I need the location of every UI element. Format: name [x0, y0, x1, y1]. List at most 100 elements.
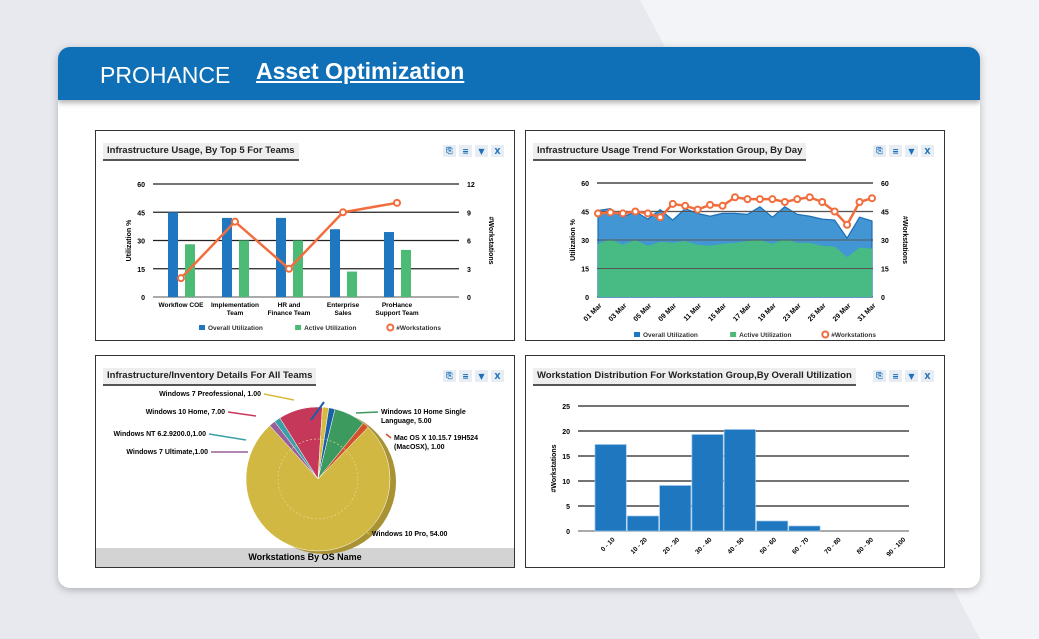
x-tick-label: 80 - 90 [856, 536, 876, 556]
filter-button[interactable]: ▼ [905, 370, 918, 382]
pie-label: Windows 10 Home Single [381, 409, 466, 416]
filter-icon: ▼ [908, 371, 915, 381]
close-button[interactable]: X [921, 145, 934, 157]
pie-label: Windows 10 Pro, 54.00 [372, 531, 448, 538]
legend-swatch [199, 325, 205, 330]
bar-overall [222, 217, 232, 297]
x-tick-label: ProHance [382, 302, 413, 309]
point-workstations [805, 193, 814, 202]
close-button[interactable]: X [491, 145, 504, 157]
bar-active [293, 240, 303, 297]
x-tick-label: 03 Mar [608, 302, 629, 323]
x-tick-label: 19 Mar [757, 302, 778, 323]
x-tick-label: 23 Mar [782, 302, 803, 323]
y-axis-label: Utilization % [570, 218, 577, 260]
y2-tick-label: 30 [881, 238, 889, 245]
x-tick-label: Sales [335, 310, 352, 317]
y-tick-label: 30 [581, 238, 589, 245]
panel-title: Infrastructure Usage, By Top 5 For Teams [103, 143, 299, 161]
filter-icon: ▼ [478, 146, 485, 156]
menu-button[interactable]: ≡ [459, 145, 472, 157]
export-button[interactable]: ⎘ [443, 145, 456, 157]
x-tick-label: Team [227, 310, 244, 317]
histogram-bar [626, 515, 659, 532]
pie-label: Windows 7 Preofessional, 1.00 [159, 391, 261, 398]
export-icon: ⎘ [876, 146, 883, 155]
export-button[interactable]: ⎘ [443, 370, 456, 382]
x-tick-label: HR and [278, 302, 301, 309]
x-tick-label: 17 Mar [732, 302, 753, 323]
close-button[interactable]: X [491, 370, 504, 382]
legend-label: #Workstations [396, 325, 441, 332]
point-workstations [755, 195, 764, 204]
point-workstations [868, 194, 876, 203]
pie-slice [317, 406, 330, 480]
bar-overall [330, 229, 340, 297]
histogram-bar [659, 485, 692, 532]
close-icon: X [924, 371, 931, 381]
x-tick-label: 0 - 10 [600, 536, 617, 553]
close-icon: X [924, 146, 931, 156]
point-workstations [339, 208, 347, 217]
pie-slice [245, 425, 391, 552]
y-tick-label: 5 [566, 504, 570, 511]
y2-tick-label: 9 [467, 210, 471, 217]
point-workstations [768, 195, 777, 204]
menu-button[interactable]: ≡ [459, 370, 472, 382]
point-workstations [643, 209, 652, 218]
x-tick-label: 60 - 70 [791, 536, 811, 556]
menu-button[interactable]: ≡ [889, 370, 902, 382]
bar-overall [384, 232, 394, 297]
y2-axis-label: #Workstations [487, 216, 494, 264]
point-workstations [718, 201, 727, 210]
menu-icon: ≡ [462, 371, 469, 381]
point-workstations [843, 220, 852, 229]
chart: 0 15 30 45 60 0 15 30 45 60 Utilization % #Workstat… [570, 181, 908, 339]
filter-button[interactable]: ▼ [475, 370, 488, 382]
y-tick-label: 15 [581, 267, 589, 274]
filter-button[interactable]: ▼ [905, 145, 918, 157]
pie-inner-ring [277, 438, 359, 520]
leader-line [263, 393, 295, 401]
menu-button[interactable]: ≡ [889, 145, 902, 157]
histogram-bar [594, 444, 627, 532]
point-workstations [668, 199, 677, 208]
bar-active [239, 240, 249, 297]
histogram-bar [723, 429, 756, 532]
point-workstations [706, 200, 715, 209]
y2-tick-label: 0 [881, 295, 885, 302]
x-tick-label: 01 Mar [583, 302, 604, 323]
point-workstations [693, 205, 702, 214]
point-workstations [231, 217, 239, 226]
x-tick-label: 10 - 20 [630, 536, 650, 556]
panel-title: Infrastructure/Inventory Details For All… [103, 368, 317, 386]
export-icon: ⎘ [446, 146, 453, 155]
close-icon: X [494, 371, 501, 381]
bar-overall [276, 217, 286, 297]
histogram-bar [691, 434, 724, 532]
y-tick-label: 20 [562, 429, 570, 436]
app-header: PROHANCE Asset Optimization [58, 47, 980, 100]
point-workstations [393, 198, 401, 207]
chart: Windows 10 Home Single Language, 5.00 Mac … [113, 391, 478, 554]
chart: 0 5 10 15 20 25 #Workstations 0 - 10 10 - 20 20 -… [551, 404, 909, 558]
export-button[interactable]: ⎘ [873, 370, 886, 382]
y-tick-label: 45 [137, 210, 145, 217]
point-workstations [177, 274, 185, 283]
y-tick-label: 0 [566, 529, 570, 536]
point-workstations [855, 198, 864, 206]
legend-label: Active Utilization [739, 332, 791, 339]
filter-button[interactable]: ▼ [475, 145, 488, 157]
panel-title: Workstation Distribution For Workstation… [533, 368, 856, 386]
x-tick-label: 05 Mar [633, 302, 654, 323]
page-title-link[interactable]: Asset Optimization [256, 58, 465, 84]
export-icon: ⎘ [876, 371, 883, 380]
x-tick-label: Workflow COE [158, 302, 204, 309]
leader-line [363, 529, 370, 535]
point-workstations [793, 195, 802, 204]
export-button[interactable]: ⎘ [873, 145, 886, 157]
bar-active [401, 249, 411, 297]
x-tick-label: 70 - 80 [823, 536, 843, 556]
pie-label: Windows 10 Home, 7.00 [146, 409, 225, 416]
close-button[interactable]: X [921, 370, 934, 382]
